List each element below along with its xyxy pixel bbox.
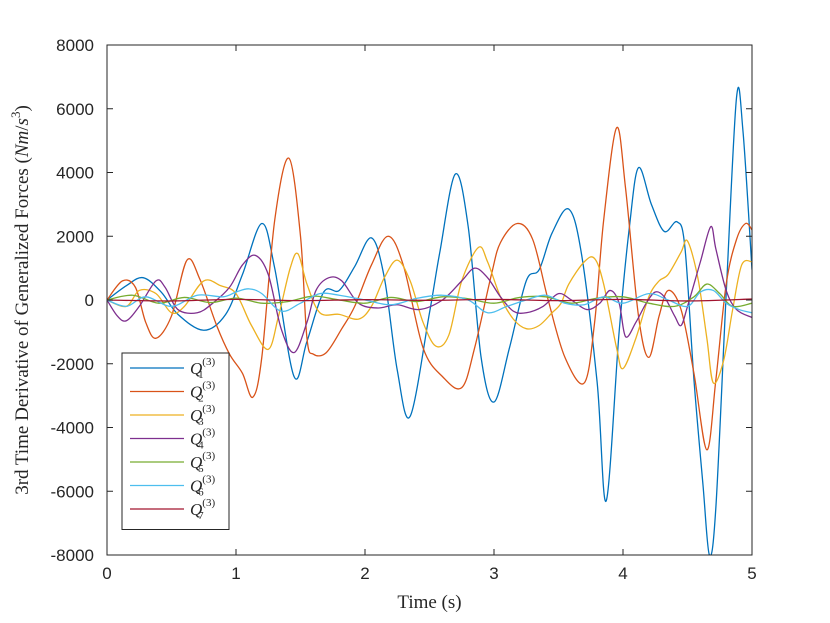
legend-item-q6: Q(3) 6 [130, 474, 215, 499]
series-line-q3 [107, 239, 752, 385]
legend-label: Q(3) 2 [190, 380, 215, 405]
x-tick-label: 2 [360, 564, 369, 583]
y-tick-label: 8000 [56, 36, 94, 55]
y-tick-label: -8000 [51, 546, 94, 565]
x-tick-label: 3 [489, 564, 498, 583]
x-tick-label: 1 [231, 564, 240, 583]
legend-item-q1: Q(3) 1 [130, 356, 215, 381]
legend-item-q5: Q(3) 5 [130, 450, 215, 475]
legend-box [121, 352, 230, 530]
legend-label: Q(3) 1 [190, 356, 215, 381]
y-tick-label: 4000 [56, 164, 94, 183]
series-line-q1 [107, 86, 752, 555]
x-tick-label: 0 [102, 564, 111, 583]
legend-label: Q(3) 4 [190, 427, 215, 452]
legend-item-q3: Q(3) 3 [130, 403, 215, 428]
series-line-q5 [107, 283, 752, 308]
legend-item-q2: Q(3) 2 [130, 380, 215, 405]
y-tick-label: -2000 [51, 355, 94, 374]
y-axis-label: 3rd Time Derivative of Generalized Force… [8, 105, 33, 495]
y-tick-label: -6000 [51, 482, 94, 501]
y-tick-label: -4000 [51, 419, 94, 438]
legend-item-q4: Q(3) 4 [130, 427, 215, 452]
x-tick-label: 4 [618, 564, 627, 583]
legend-label: Q(3) 7 [190, 497, 215, 522]
series-line-q2 [107, 126, 752, 451]
series-line-q6 [107, 288, 752, 314]
legend-item-q7: Q(3) 7 [130, 497, 215, 522]
series-line-q7 [107, 298, 752, 302]
legend: Q(3) 1Q(3) 2Q(3) 3Q(3) 4Q(3) 5Q(3) 6Q(3) 7 [121, 352, 230, 530]
y-tick-label: 6000 [56, 100, 94, 119]
legend-label: Q(3) 3 [190, 403, 215, 428]
series-layer [107, 86, 752, 555]
tick-layer: 0 1 2 3 4 5 -8000 -6000 -4000 -2000 0 2000 4000 6000 8… [51, 36, 757, 583]
legend-label: Q(3) 6 [190, 474, 215, 499]
legend-label: Q(3) 5 [190, 450, 215, 475]
x-axis-label: Time (s) [397, 592, 461, 613]
y-tick-label: 0 [85, 291, 94, 310]
x-tick-label: 5 [747, 564, 756, 583]
y-tick-label: 2000 [56, 227, 94, 246]
